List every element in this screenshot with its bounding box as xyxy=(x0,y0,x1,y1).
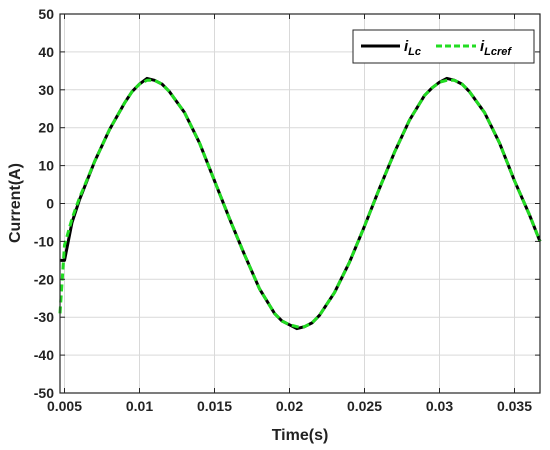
series-lines xyxy=(58,76,542,331)
tick-labels: 0.005 0.01 0.015 0.02 0.025 0.03 0.035 -50 -40 -3… xyxy=(34,6,532,414)
x-tick-label: 0.01 xyxy=(126,398,153,414)
y-tick-label: 40 xyxy=(38,44,54,60)
x-tick-label: 0.005 xyxy=(47,398,82,414)
y-tick-label: 0 xyxy=(46,196,54,212)
y-tick-label: 20 xyxy=(38,120,54,136)
legend-label-ilc: iLc xyxy=(404,38,421,58)
y-tick-label: -50 xyxy=(34,385,54,401)
series-line-ilcref xyxy=(58,78,542,329)
y-tick-label: 50 xyxy=(38,6,54,22)
legend-label-ilcref: iLcref xyxy=(480,38,512,58)
y-tick-label: 30 xyxy=(38,82,54,98)
x-tick-label: 0.025 xyxy=(347,398,382,414)
x-axis-label: Time(s) xyxy=(272,427,329,444)
axis-ticks xyxy=(60,13,540,394)
y-axis-label: Current(A) xyxy=(7,163,24,243)
y-tick-label: -20 xyxy=(34,271,54,287)
x-tick-label: 0.035 xyxy=(497,398,532,414)
y-tick-label: 10 xyxy=(38,158,54,174)
x-tick-label: 0.02 xyxy=(276,398,303,414)
x-tick-label: 0.03 xyxy=(426,398,453,414)
legend: iLc iLcref xyxy=(352,29,535,64)
y-tick-label: -30 xyxy=(34,309,54,325)
y-tick-label: -40 xyxy=(34,347,54,363)
y-tick-label: -10 xyxy=(34,233,54,249)
x-tick-label: 0.015 xyxy=(197,398,232,414)
